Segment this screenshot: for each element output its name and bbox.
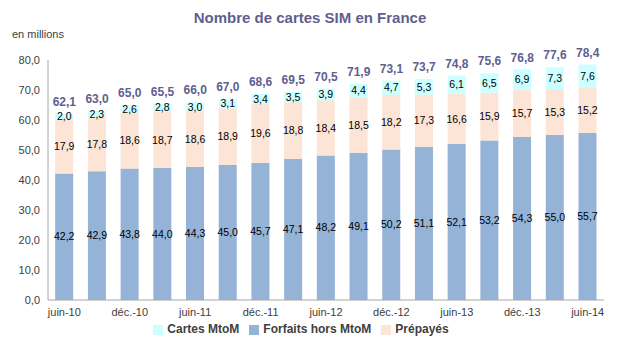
svg-text:50,2: 50,2 [381, 218, 402, 230]
svg-text:76,8: 76,8 [511, 51, 535, 65]
svg-text:10,0: 10,0 [19, 264, 40, 276]
svg-text:68,6: 68,6 [249, 75, 273, 89]
html-text:Forfaits hors MtoM: Forfaits hors MtoM [263, 322, 372, 336]
svg-text:52,1: 52,1 [446, 216, 467, 228]
svg-text:déc.-10: déc.-10 [111, 306, 148, 318]
svg-text:juin-13: juin-13 [439, 306, 473, 318]
svg-text:17,8: 17,8 [87, 138, 108, 150]
svg-text:40,0: 40,0 [19, 174, 40, 186]
svg-text:69,5: 69,5 [282, 73, 306, 87]
svg-text:3,5: 3,5 [286, 91, 301, 103]
svg-text:déc.-13: déc.-13 [504, 306, 541, 318]
svg-text:4,7: 4,7 [384, 81, 399, 93]
svg-text:55,0: 55,0 [545, 211, 566, 223]
svg-text:7,3: 7,3 [547, 72, 562, 84]
svg-text:42,2: 42,2 [54, 230, 75, 242]
svg-text:65,0: 65,0 [118, 86, 142, 100]
svg-text:3,1: 3,1 [220, 97, 235, 109]
svg-text:53,2: 53,2 [479, 214, 500, 226]
svg-text:43,8: 43,8 [119, 228, 140, 240]
svg-text:48,2: 48,2 [316, 221, 337, 233]
svg-text:15,9: 15,9 [479, 110, 500, 122]
svg-text:45,0: 45,0 [218, 226, 239, 238]
svg-text:juin-10: juin-10 [47, 306, 81, 318]
svg-text:18,8: 18,8 [283, 124, 304, 136]
svg-text:17,9: 17,9 [54, 140, 75, 152]
svg-text:16,6: 16,6 [446, 113, 467, 125]
svg-text:2,6: 2,6 [122, 103, 137, 115]
svg-text:18,6: 18,6 [119, 134, 140, 146]
svg-text:75,6: 75,6 [478, 54, 502, 68]
svg-text:18,6: 18,6 [185, 133, 206, 145]
svg-text:2,3: 2,3 [90, 108, 105, 120]
html-text:Prépayés: Prépayés [395, 322, 449, 336]
svg-text:51,1: 51,1 [414, 217, 435, 229]
svg-text:0,0: 0,0 [25, 294, 40, 306]
svg-text:15,2: 15,2 [577, 104, 598, 116]
svg-text:80,0: 80,0 [19, 54, 40, 66]
svg-text:54,3: 54,3 [512, 212, 533, 224]
svg-text:47,1: 47,1 [283, 223, 304, 235]
svg-text:70,0: 70,0 [19, 84, 40, 96]
svg-text:77,6: 77,6 [543, 48, 567, 62]
svg-text:65,5: 65,5 [151, 85, 175, 99]
svg-text:juin-11: juin-11 [178, 306, 211, 318]
svg-text:45,7: 45,7 [250, 225, 271, 237]
svg-text:6,1: 6,1 [449, 78, 464, 90]
svg-text:3,9: 3,9 [319, 88, 334, 100]
svg-text:74,8: 74,8 [445, 57, 469, 71]
svg-text:44,0: 44,0 [152, 228, 173, 240]
svg-text:18,4: 18,4 [316, 122, 337, 134]
svg-text:déc.-11: déc.-11 [243, 306, 279, 318]
svg-text:3,0: 3,0 [188, 101, 203, 113]
svg-text:71,9: 71,9 [347, 65, 371, 79]
svg-text:6,9: 6,9 [515, 73, 530, 85]
svg-text:44,3: 44,3 [185, 227, 206, 239]
svg-text:15,3: 15,3 [545, 106, 566, 118]
html-text:Cartes MtoM: Cartes MtoM [167, 322, 240, 336]
svg-text:18,2: 18,2 [381, 116, 402, 128]
svg-text:17,3: 17,3 [414, 114, 435, 126]
svg-text:3,4: 3,4 [253, 93, 268, 105]
svg-text:18,5: 18,5 [348, 119, 369, 131]
svg-text:6,5: 6,5 [482, 77, 497, 89]
svg-text:juin-14: juin-14 [570, 306, 604, 318]
svg-text:49,1: 49,1 [348, 220, 369, 232]
svg-text:5,3: 5,3 [417, 81, 432, 93]
svg-text:78,4: 78,4 [576, 46, 600, 60]
svg-text:19,6: 19,6 [250, 127, 271, 139]
svg-text:déc.-12: déc.-12 [373, 306, 410, 318]
svg-text:63,0: 63,0 [85, 92, 109, 106]
svg-text:2,8: 2,8 [155, 101, 170, 113]
svg-text:70,5: 70,5 [314, 70, 338, 84]
svg-text:50,0: 50,0 [19, 144, 40, 156]
svg-text:4,4: 4,4 [351, 84, 366, 96]
svg-text:62,1: 62,1 [53, 95, 77, 109]
svg-text:20,0: 20,0 [19, 234, 40, 246]
svg-text:18,9: 18,9 [218, 130, 239, 142]
svg-text:juin-12: juin-12 [308, 306, 342, 318]
svg-text:42,9: 42,9 [87, 229, 108, 241]
svg-text:60,0: 60,0 [19, 114, 40, 126]
svg-text:55,7: 55,7 [577, 210, 598, 222]
svg-text:2,0: 2,0 [57, 110, 72, 122]
svg-text:67,0: 67,0 [216, 80, 240, 94]
svg-text:66,0: 66,0 [183, 83, 207, 97]
svg-text:30,0: 30,0 [19, 204, 40, 216]
svg-text:18,7: 18,7 [152, 134, 173, 146]
svg-text:7,6: 7,6 [580, 70, 595, 82]
svg-text:15,7: 15,7 [512, 107, 533, 119]
html-text:Nombre de cartes SIM en France: Nombre de cartes SIM en France [193, 9, 427, 26]
html-text:en millions: en millions [12, 28, 64, 40]
svg-text:73,7: 73,7 [412, 60, 436, 74]
svg-text:73,1: 73,1 [380, 62, 404, 76]
